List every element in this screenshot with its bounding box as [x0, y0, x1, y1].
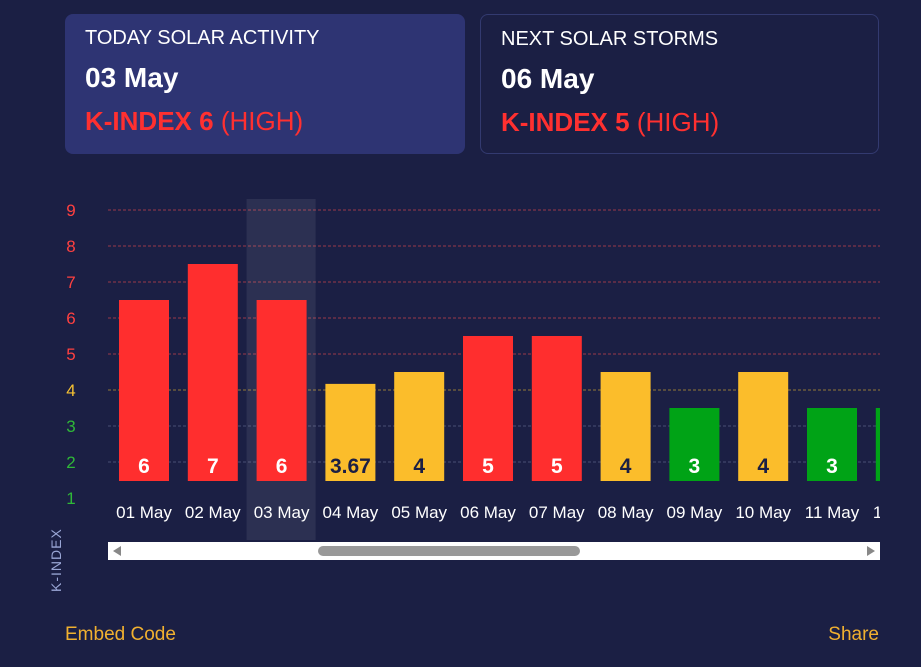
- scroll-thumb[interactable]: [318, 546, 580, 556]
- today-kindex-level: (HIGH): [220, 106, 304, 136]
- bar-10-may[interactable]: [738, 372, 789, 481]
- y-tick-label: 8: [66, 237, 75, 256]
- x-tick-label: 10 May: [735, 503, 791, 522]
- bar-12-may[interactable]: [875, 408, 921, 481]
- bar-value-label: 5: [551, 455, 563, 478]
- y-axis-label: K-INDEX: [48, 528, 64, 592]
- bar-09-may[interactable]: [669, 408, 720, 481]
- kindex-bar-chart: 1 2 3 4 5 6 7 8 9 6 01 May 7 02 May 6 03 May 3.67 04 Ma…: [66, 199, 921, 540]
- y-axis-ticks: 1 2 3 4 5 6 7 8 9: [66, 201, 75, 508]
- bar-08-may[interactable]: [600, 372, 651, 481]
- y-tick-label: 9: [66, 201, 75, 220]
- today-activity-card: TODAY SOLAR ACTIVITY 03 May K-INDEX 6 (H…: [65, 14, 465, 154]
- bar-value-label: 7: [207, 455, 219, 478]
- y-tick-label: 2: [66, 453, 75, 472]
- x-tick-label: 02 May: [185, 503, 241, 522]
- y-tick-label: 7: [66, 273, 75, 292]
- share-link[interactable]: Share: [828, 624, 879, 645]
- bar-value-label: 4: [413, 455, 425, 478]
- bar-01-may[interactable]: [119, 300, 169, 481]
- bar-05-may[interactable]: [394, 372, 445, 481]
- today-kindex: K-INDEX 6 (HIGH): [85, 106, 445, 136]
- embed-code-link[interactable]: Embed Code: [65, 624, 176, 645]
- scroll-left-icon[interactable]: [113, 546, 121, 556]
- x-tick-label: 11 May: [805, 503, 860, 522]
- today-kindex-value: K-INDEX 6: [85, 106, 214, 136]
- x-tick-label: 03 May: [254, 503, 310, 522]
- x-tick-label: 06 May: [460, 503, 516, 522]
- y-tick-label: 3: [66, 417, 75, 436]
- y-tick-label: 4: [66, 381, 75, 400]
- x-tick-label: 04 May: [323, 503, 379, 522]
- bar-value-label: 5: [482, 455, 494, 478]
- scroll-right-icon[interactable]: [867, 546, 875, 556]
- bar-value-label: 3.67: [330, 455, 371, 478]
- x-tick-label: 09 May: [667, 503, 723, 522]
- next-storms-date: 06 May: [501, 63, 595, 94]
- bar-value-label: 4: [757, 455, 769, 478]
- bar-07-may[interactable]: [531, 336, 582, 481]
- today-activity-label: TODAY SOLAR ACTIVITY: [85, 27, 320, 49]
- y-tick-label: 5: [66, 345, 75, 364]
- x-tick-label: 05 May: [391, 503, 447, 522]
- y-tick-label: 6: [66, 309, 75, 328]
- next-storms-card: NEXT SOLAR STORMS 06 May K-INDEX 5 (HIGH…: [480, 14, 879, 154]
- bar-06-may[interactable]: [463, 336, 513, 481]
- y-tick-label: 1: [66, 489, 75, 508]
- x-tick-label: 08 May: [598, 503, 654, 522]
- x-tick-label: 07 May: [529, 503, 585, 522]
- next-kindex: K-INDEX 5 (HIGH): [501, 107, 858, 137]
- bar-02-may[interactable]: [187, 264, 238, 481]
- today-activity-date: 03 May: [85, 62, 179, 93]
- next-kindex-value: K-INDEX 5: [501, 107, 630, 137]
- chart-plot-area[interactable]: 6 01 May 7 02 May 6 03 May 3.67 04 May 4 05 May 5 0…: [116, 199, 921, 540]
- next-storms-label: NEXT SOLAR STORMS: [501, 28, 719, 50]
- bar-value-label: 3: [689, 455, 701, 478]
- bar-value-label: 6: [276, 455, 288, 478]
- chart-scrollbar[interactable]: [108, 542, 880, 560]
- bar-03-may[interactable]: [256, 300, 307, 481]
- x-tick-label: 01 May: [116, 503, 172, 522]
- bar-11-may[interactable]: [807, 408, 857, 481]
- bar-04-may[interactable]: [325, 383, 376, 481]
- bar-value-label: 6: [138, 455, 150, 478]
- bar-value-label: 4: [620, 455, 632, 478]
- next-kindex-level: (HIGH): [636, 107, 720, 137]
- bar-value-label: 3: [826, 455, 838, 478]
- x-tick-label: 12 May: [873, 503, 921, 522]
